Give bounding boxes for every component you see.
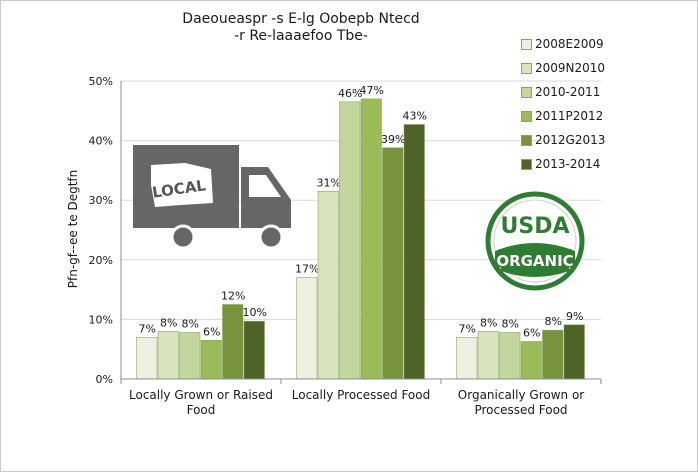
legend-swatch — [521, 63, 532, 74]
y-tick-label: 0% — [96, 373, 113, 386]
data-label: 47% — [360, 84, 384, 97]
legend-item: 2012G2013 — [521, 133, 681, 149]
bar-2012G2013-0 — [222, 304, 244, 380]
bar-2008E2009-0 — [136, 336, 158, 380]
chart-subtitle: -r Re-laaaefoo Tbe- — [234, 28, 368, 44]
bar-2010-2011-2 — [499, 332, 521, 380]
data-label: 8% — [160, 316, 177, 329]
data-label: 8% — [182, 318, 199, 331]
y-tick-label: 50% — [89, 75, 113, 88]
legend-item: 2013-2014 — [521, 157, 681, 173]
usda-organic-seal: USDA ORGANIC — [485, 191, 585, 291]
legend-item: 2010-2011 — [521, 85, 681, 101]
bar-2010-2011-0 — [179, 332, 201, 380]
legend-swatch — [521, 135, 532, 146]
chart-title: Daeoueaspr -s E-lg Oobepb Ntecd — [182, 11, 420, 27]
y-tick-label: 20% — [89, 254, 113, 267]
legend-label: 2012G2013 — [535, 133, 606, 147]
legend-swatch — [521, 39, 532, 50]
data-label: 6% — [523, 326, 540, 339]
legend-label: 2008E2009 — [535, 37, 604, 51]
bar-2013-2014-0 — [243, 320, 265, 380]
y-tick-label: 10% — [89, 313, 113, 326]
bar-2012G2013-2 — [542, 329, 564, 380]
data-label: 7% — [459, 322, 476, 335]
x-category-label: Locally Grown or Raised — [129, 388, 273, 402]
data-label: 17% — [295, 263, 319, 276]
data-label: 12% — [221, 290, 245, 303]
legend-label: 2013-2014 — [535, 157, 601, 171]
bar-2013-2014-1 — [403, 124, 425, 380]
legend-item: 2008E2009 — [521, 37, 681, 53]
legend-swatch — [521, 159, 532, 170]
data-label: 6% — [203, 325, 220, 338]
y-tick-label: 30% — [89, 194, 113, 207]
bar-2009N2010-1 — [317, 190, 339, 380]
data-label: 7% — [139, 322, 156, 335]
legend-swatch — [521, 87, 532, 98]
bar-2008E2009-1 — [296, 277, 318, 380]
data-label: 43% — [403, 110, 427, 123]
y-axis-label: Pfn-gf--ee te Degtfn — [66, 169, 80, 289]
bar-2009N2010-2 — [477, 331, 499, 380]
x-category-label: Food — [187, 403, 216, 417]
data-label: 39% — [381, 133, 405, 146]
bar-2013-2014-2 — [563, 324, 585, 380]
x-category-label: Processed Food — [474, 403, 567, 417]
legend-item: 2009N2010 — [521, 61, 681, 77]
bar-2008E2009-2 — [456, 336, 478, 380]
x-category-label: Organically Grown or — [458, 388, 585, 402]
y-tick-label: 40% — [89, 135, 113, 148]
legend-label: 2009N2010 — [535, 61, 606, 75]
data-label: 10% — [243, 306, 267, 319]
x-category-label: Locally Processed Food — [292, 388, 430, 402]
truck-icon: LOCAL — [133, 145, 291, 250]
bar-2011P2012-2 — [520, 341, 542, 380]
data-label: 8% — [502, 318, 519, 331]
legend-item: 2011P2012 — [521, 109, 681, 125]
data-label: 31% — [317, 176, 341, 189]
bar-2011P2012-0 — [200, 339, 222, 380]
bar-2010-2011-1 — [339, 101, 361, 380]
legend-label: 2010-2011 — [535, 85, 601, 99]
bar-2011P2012-1 — [360, 98, 382, 380]
bar-2012G2013-1 — [382, 147, 404, 380]
usda-bottom-text: ORGANIC — [496, 252, 573, 270]
data-label: 46% — [338, 87, 362, 100]
legend-label: 2011P2012 — [535, 109, 604, 123]
data-label: 9% — [566, 310, 583, 323]
bar-2009N2010-0 — [157, 331, 179, 380]
legend-swatch — [521, 111, 532, 122]
data-label: 8% — [545, 315, 562, 328]
data-label: 8% — [480, 316, 497, 329]
usda-top-text: USDA — [501, 214, 570, 239]
